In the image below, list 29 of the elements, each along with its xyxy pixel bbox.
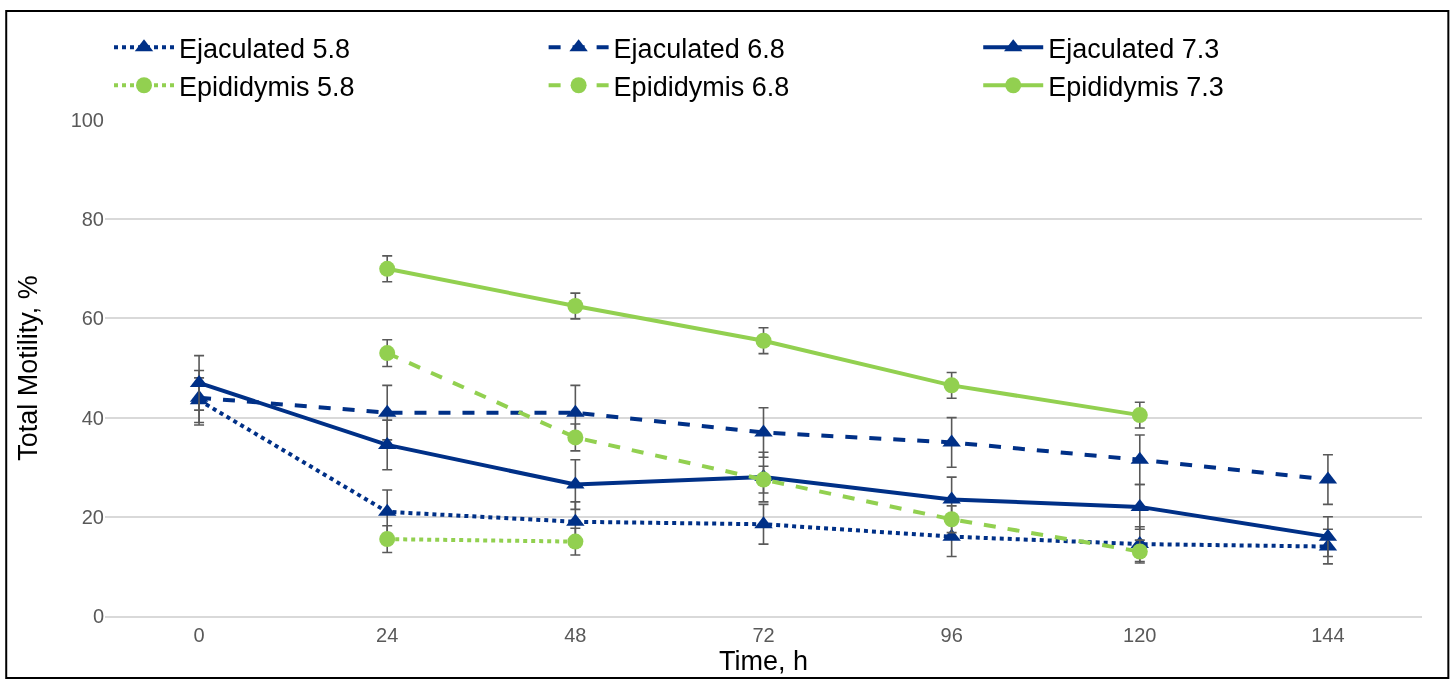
legend-label: Epididymis 5.8 [179, 71, 355, 102]
y-tick-label: 100 [70, 109, 104, 131]
point [755, 471, 772, 488]
point [567, 429, 584, 446]
x-tick-label: 24 [376, 624, 399, 646]
y-axis-title: Total Motility, % [12, 275, 43, 461]
y-tick-label: 20 [81, 505, 104, 528]
legend-label: Ejaculated 5.8 [179, 33, 351, 64]
legend-label: Ejaculated 7.3 [1048, 33, 1220, 64]
x-axis-title: Time, h [718, 646, 809, 676]
legend-label: Epididymis 6.8 [613, 71, 790, 102]
y-tick-label: 60 [81, 307, 104, 330]
y-tick-label: 40 [81, 406, 104, 429]
y-tick-label: 0 [92, 605, 104, 627]
point [379, 260, 396, 277]
x-tick-label: 0 [193, 624, 205, 646]
x-tick-label: 144 [1311, 624, 1345, 646]
y-tick-label: 80 [81, 208, 104, 231]
legend-label: Epididymis 7.3 [1048, 71, 1224, 102]
point [379, 345, 396, 362]
x-tick-label: 120 [1123, 624, 1157, 646]
legend-label: Ejaculated 6.8 [613, 33, 785, 64]
x-tick-label: 72 [752, 624, 775, 646]
x-tick-label: 48 [564, 624, 587, 646]
x-tick-label: 96 [940, 624, 963, 646]
point [943, 377, 960, 394]
point [755, 332, 772, 349]
point [1131, 407, 1148, 424]
point [567, 298, 584, 314]
